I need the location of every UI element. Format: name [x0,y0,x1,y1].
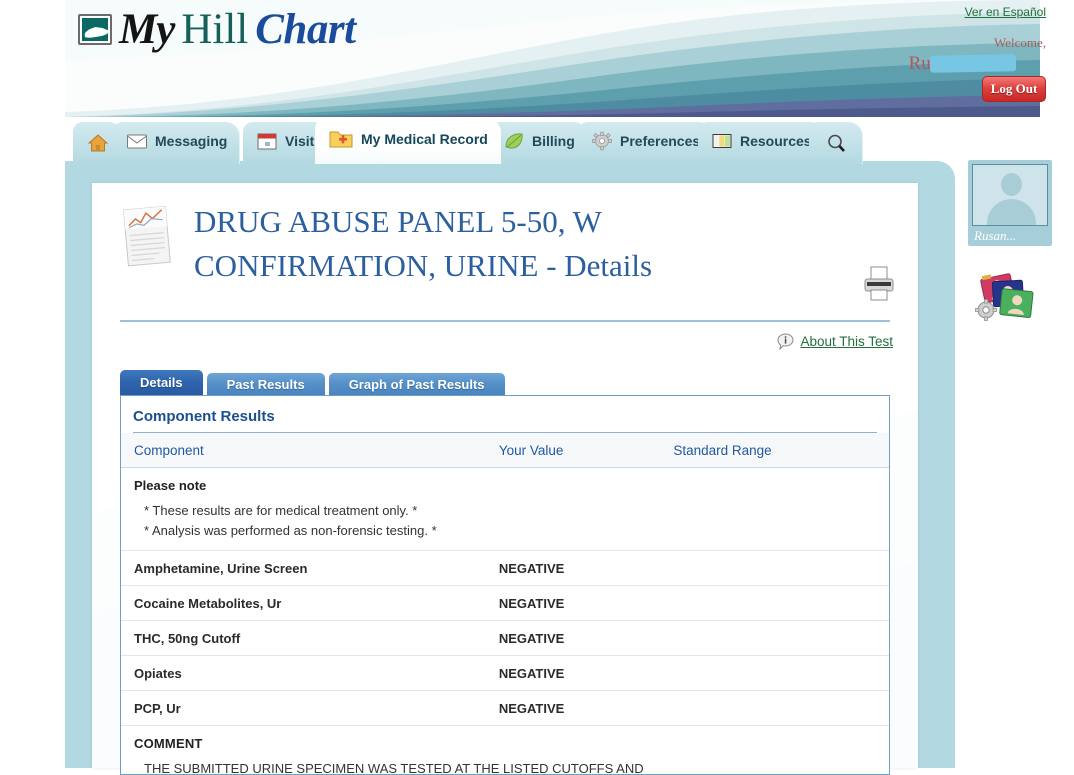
row-your-value: NEGATIVE [499,691,674,726]
site-header: My Hill Chart Ver en Español Welcome, Ru… [0,0,1074,117]
avatar-name-label: Rusan... [972,226,1048,246]
info-icon [777,333,794,350]
please-note-line-2: * Analysis was performed as non-forensic… [144,521,889,541]
table-row: Opiates NEGATIVE [121,656,889,691]
folder-plus-icon [328,128,354,150]
row-your-value: NEGATIVE [499,586,674,621]
nav-tab-preferences[interactable]: Preferences [578,122,713,164]
table-row: PCP, Ur NEGATIVE [121,691,889,726]
gear-icon [591,131,613,151]
table-row: THC, 50ng Cutoff NEGATIVE [121,621,889,656]
language-toggle-link[interactable]: Ver en Español [965,5,1046,19]
result-subtabs: Details Past Results Graph of Past Resul… [120,370,509,395]
row-component-name: THC, 50ng Cutoff [121,621,499,656]
column-header-your-value: Your Value [499,433,674,468]
switch-account-cards-icon[interactable] [973,268,1037,326]
nav-tab-my-medical-record[interactable]: My Medical Record [315,117,501,164]
title-divider [120,320,890,322]
log-out-button[interactable]: Log Out [982,76,1046,102]
nav-tab-billing-label: Billing [532,133,575,149]
row-component-name: PCP, Ur [121,691,499,726]
avatar [972,164,1048,226]
comment-heading: COMMENT [134,736,889,751]
row-component-name: Opiates [121,656,499,691]
subtab-details[interactable]: Details [120,370,203,395]
welcome-label: Welcome, [994,35,1046,51]
table-row: Cocaine Metabolites, Ur NEGATIVE [121,586,889,621]
row-standard-range [673,551,889,586]
component-results-table: Component Your Value Standard Range Plea… [121,433,889,775]
logo-text-chart: Chart [255,5,355,54]
table-row-please-note: Please note * These results are for medi… [121,468,889,551]
please-note-heading: Please note [134,478,889,493]
table-body: Please note * These results are for medi… [121,468,889,775]
redaction-mark [930,54,1016,72]
page-title: DRUG ABUSE PANEL 5-50, W CONFIRMATION, U… [194,200,754,288]
main-navigation: Messaging Visits My Medical Record Billi… [65,117,1040,164]
about-this-test-label: About This Test [800,334,893,349]
nav-tab-search[interactable] [809,122,863,164]
row-your-value: NEGATIVE [499,656,674,691]
nav-tab-my-medical-record-label: My Medical Record [361,131,488,147]
envelope-icon [126,131,148,151]
row-standard-range [673,621,889,656]
folder-landscape-logo-icon [78,14,112,45]
row-component-name: Amphetamine, Urine Screen [121,551,499,586]
right-rail: Rusan... [955,140,1074,440]
subtab-graph-of-past-results[interactable]: Graph of Past Results [329,373,505,395]
row-your-value: NEGATIVE [499,621,674,656]
about-this-test-link[interactable]: About This Test [777,333,893,350]
please-note-line-1: * These results are for medical treatmen… [144,501,889,521]
component-results-heading: Component Results [133,408,877,433]
row-standard-range [673,586,889,621]
comment-line-1: THE SUBMITTED URINE SPECIMEN WAS TESTED … [144,759,889,775]
subtab-past-results[interactable]: Past Results [207,373,325,395]
nav-tab-resources-label: Resources [740,133,812,149]
avatar-card[interactable]: Rusan... [968,160,1052,246]
content-panel: DRUG ABUSE PANEL 5-50, W CONFIRMATION, U… [92,183,918,768]
row-standard-range [673,656,889,691]
printer-icon[interactable] [862,265,896,303]
page-title-row: DRUG ABUSE PANEL 5-50, W CONFIRMATION, U… [120,200,890,288]
column-header-standard-range: Standard Range [673,433,889,468]
nav-tab-resources[interactable]: Resources [698,122,825,164]
nav-tab-billing[interactable]: Billing [490,122,588,164]
logo-text-hill: Hill [181,5,248,54]
component-results-panel: Component Results Component Your Value S… [120,395,890,775]
nav-tab-messaging[interactable]: Messaging [113,122,240,164]
calendar-icon [256,131,278,151]
nav-tab-messaging-label: Messaging [155,133,227,149]
table-row: Amphetamine, Urine Screen NEGATIVE [121,551,889,586]
site-logo[interactable]: My Hill Chart [78,5,356,54]
logo-text-my: My [119,5,174,54]
table-header-row: Component Your Value Standard Range [121,433,889,468]
row-standard-range [673,691,889,726]
home-icon [87,133,109,153]
lab-report-icon [120,204,176,270]
search-icon [825,133,847,153]
nav-tab-preferences-label: Preferences [620,133,700,149]
book-icon [711,131,733,151]
row-your-value: NEGATIVE [499,551,674,586]
column-header-component: Component [121,433,499,468]
leaf-icon [503,131,525,151]
row-component-name: Cocaine Metabolites, Ur [121,586,499,621]
